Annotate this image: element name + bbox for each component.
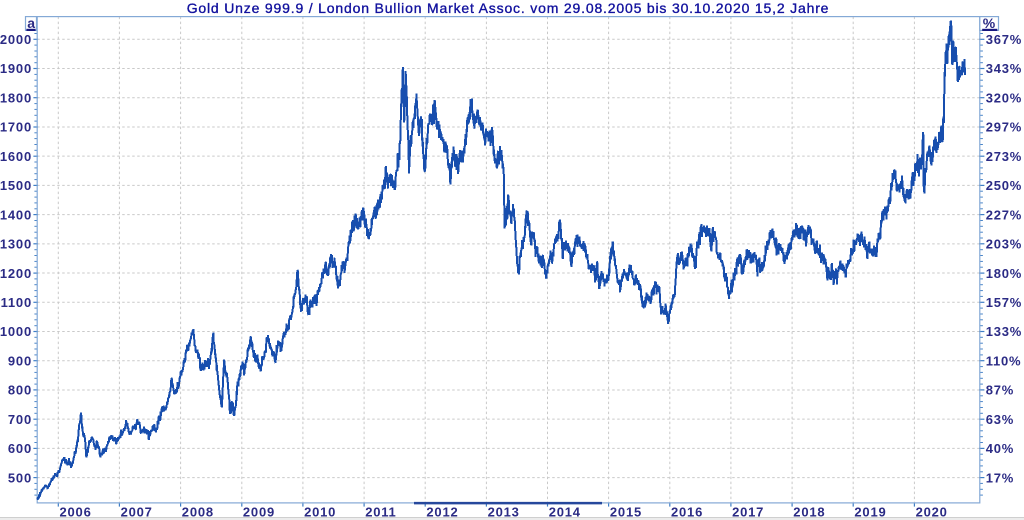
- svg-text:2010: 2010: [304, 505, 336, 520]
- svg-text:2016: 2016: [671, 505, 703, 520]
- svg-text:320%: 320%: [986, 90, 1022, 105]
- svg-text:1500: 1500: [0, 178, 32, 193]
- svg-text:40%: 40%: [986, 441, 1014, 456]
- svg-text:343%: 343%: [986, 61, 1022, 76]
- svg-text:110%: 110%: [986, 353, 1022, 368]
- svg-text:1900: 1900: [0, 61, 32, 76]
- svg-text:2011: 2011: [365, 505, 396, 520]
- svg-text:2008: 2008: [182, 505, 214, 520]
- svg-text:2013: 2013: [488, 505, 520, 520]
- svg-text:273%: 273%: [986, 149, 1022, 164]
- svg-text:2014: 2014: [549, 505, 581, 520]
- svg-text:250%: 250%: [986, 178, 1022, 193]
- svg-text:2020: 2020: [916, 505, 948, 520]
- svg-text:1200: 1200: [0, 266, 32, 281]
- svg-text:2015: 2015: [610, 505, 642, 520]
- svg-text:17%: 17%: [986, 470, 1014, 485]
- svg-text:2017: 2017: [732, 505, 764, 520]
- svg-text:1600: 1600: [0, 149, 32, 164]
- svg-text:157%: 157%: [986, 295, 1022, 310]
- svg-text:367%: 367%: [986, 32, 1022, 47]
- svg-text:1000: 1000: [0, 324, 32, 339]
- svg-text:Gold Unze 999.9 / London Bulli: Gold Unze 999.9 / London Bullion Market …: [187, 0, 830, 16]
- svg-text:a: a: [27, 15, 35, 31]
- svg-text:227%: 227%: [986, 207, 1022, 222]
- svg-text:203%: 203%: [986, 237, 1022, 252]
- svg-text:1300: 1300: [0, 237, 32, 252]
- svg-text:180%: 180%: [986, 266, 1022, 281]
- svg-text:%: %: [983, 15, 996, 31]
- svg-text:2009: 2009: [243, 505, 275, 520]
- svg-text:87%: 87%: [986, 383, 1014, 398]
- svg-text:2019: 2019: [854, 505, 886, 520]
- svg-text:2018: 2018: [793, 505, 825, 520]
- svg-text:600: 600: [8, 441, 32, 456]
- svg-text:500: 500: [8, 470, 32, 485]
- svg-text:700: 700: [8, 412, 32, 427]
- svg-text:1800: 1800: [0, 90, 32, 105]
- svg-text:2012: 2012: [426, 505, 458, 520]
- svg-text:133%: 133%: [986, 324, 1022, 339]
- svg-text:1100: 1100: [1, 295, 32, 310]
- svg-text:2006: 2006: [60, 505, 92, 520]
- svg-text:800: 800: [8, 383, 32, 398]
- svg-text:2000: 2000: [0, 32, 32, 47]
- svg-text:297%: 297%: [986, 120, 1022, 135]
- svg-text:63%: 63%: [986, 412, 1014, 427]
- svg-text:2007: 2007: [121, 505, 153, 520]
- svg-text:1400: 1400: [0, 207, 32, 222]
- svg-text:900: 900: [8, 353, 32, 368]
- svg-text:1700: 1700: [0, 120, 32, 135]
